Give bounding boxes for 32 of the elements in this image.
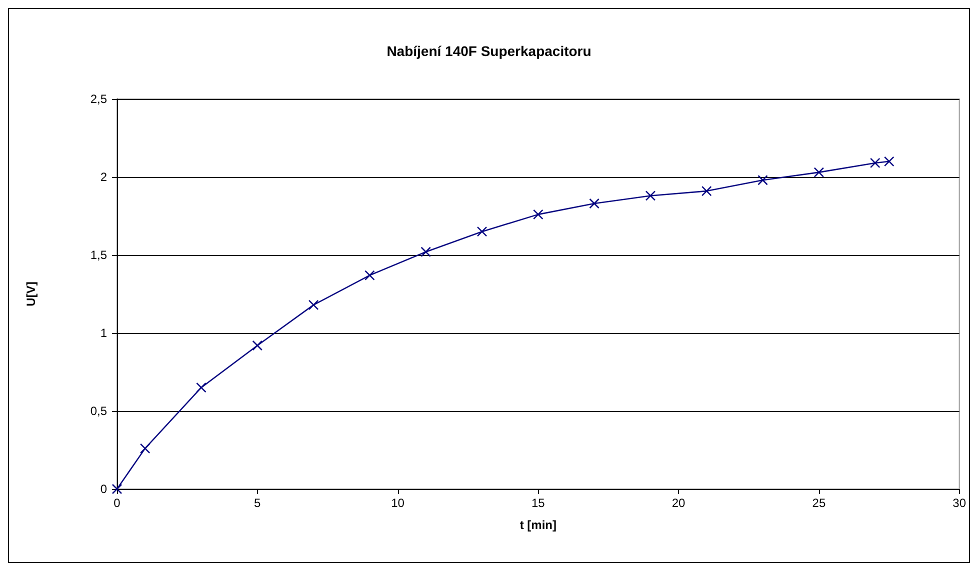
y-tick-label: 0 bbox=[100, 482, 108, 496]
point bbox=[533, 209, 544, 220]
point bbox=[814, 167, 824, 178]
chart-title: Nabíjení 140F Superkapacitoru bbox=[386, 43, 592, 59]
point bbox=[196, 382, 206, 393]
y-tick-label: 1 bbox=[100, 326, 108, 340]
point bbox=[112, 484, 122, 494]
x-tick-label: 25 bbox=[812, 496, 826, 510]
point bbox=[420, 246, 432, 258]
y-tick-label: 0,5 bbox=[90, 404, 108, 418]
x-tick-label: 0 bbox=[114, 496, 121, 510]
point bbox=[884, 156, 894, 167]
x-tick-label: 30 bbox=[952, 496, 966, 510]
point bbox=[364, 270, 375, 280]
y-tick-label: 2 bbox=[100, 170, 108, 184]
x-tick-label: 10 bbox=[391, 496, 405, 510]
x-axis-title: t [min] bbox=[520, 518, 556, 532]
x-tick-label: 20 bbox=[672, 496, 686, 510]
y-tick-label: 1,5 bbox=[90, 248, 108, 262]
point bbox=[589, 198, 600, 209]
point bbox=[140, 443, 150, 454]
x-tick-label: 5 bbox=[254, 496, 262, 510]
point bbox=[476, 226, 488, 237]
x-tick-label: 15 bbox=[531, 496, 546, 510]
point bbox=[870, 158, 880, 168]
point bbox=[701, 186, 712, 196]
point bbox=[645, 190, 656, 201]
point bbox=[758, 174, 768, 186]
point bbox=[308, 300, 319, 310]
y-axis-title: U[V] bbox=[24, 282, 38, 306]
point bbox=[252, 340, 263, 351]
y-tick-label: 2,5 bbox=[90, 92, 108, 106]
